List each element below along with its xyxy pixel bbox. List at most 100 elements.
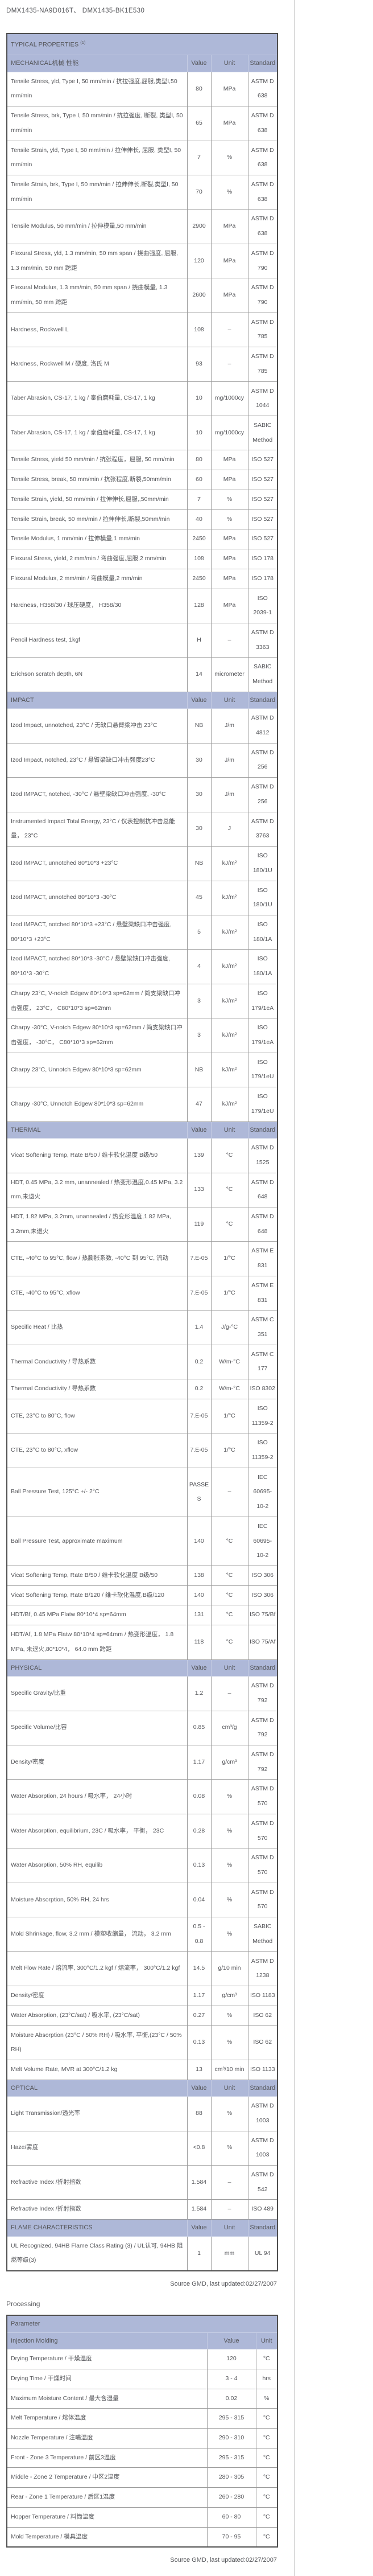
property-cell: HDT/Bf, 0.45 MPa Flatw 80*10*4 sp=64mm xyxy=(6,1605,188,1626)
table-row: Izod IMPACT, notched 80*10*3 +23°C / 悬壁梁… xyxy=(6,914,278,950)
section-header-row: PHYSICAL Value Unit Standard xyxy=(6,1659,278,1677)
standard-cell: ISO 178 xyxy=(247,568,278,589)
property-cell: Izod IMPACT, unnotched 80*10*3 +23°C xyxy=(6,846,188,881)
property-cell: Izod Impact, unnotched, 23°C / 无缺口悬臂梁冲击 … xyxy=(6,708,188,743)
unit-cell: °C xyxy=(255,2408,278,2429)
unit-cell: kJ/m² xyxy=(210,1052,248,1088)
property-cell: Izod IMPACT, notched, -30°C / 悬壁梁缺口冲击强度,… xyxy=(6,777,188,812)
unit-cell: °C xyxy=(255,2507,278,2528)
standard-cell: ASTM D 1525 xyxy=(247,1138,278,1173)
value-cell: 120 xyxy=(186,243,212,279)
standard-cell: ISO 179/1eU xyxy=(247,1087,278,1122)
table-row: Specific Heat / 比热 1.4 J/g-°C ASTM C 351 xyxy=(6,1310,278,1345)
value-cell: 30 xyxy=(186,742,212,778)
unit-cell: °C xyxy=(210,1566,248,1586)
standard-cell: ISO 180/1U xyxy=(247,880,278,915)
value-column-header: Value xyxy=(206,2332,256,2350)
standard-cell: ISO 11359-2 xyxy=(247,1398,278,1434)
value-cell: PASSES xyxy=(186,1467,212,1517)
value-cell: 14.5 xyxy=(186,1951,212,1987)
property-cell: Density/密度 xyxy=(6,1744,188,1780)
unit-cell: – xyxy=(210,1676,248,1711)
table-row: Hopper Temperature / 料筒温度 60 - 80 °C xyxy=(6,2507,278,2528)
unit-cell: W/m-°C xyxy=(210,1344,248,1380)
table-row: Water Absorption, (23°C/sat) / 吸水率, (23°… xyxy=(6,2005,278,2026)
table-row: Vicat Softening Temp, Rate B/50 / 维卡软化温度… xyxy=(6,1138,278,1173)
table-row: Tensile Strain, break, 50 mm/min / 拉伸伸长,… xyxy=(6,509,278,530)
section-header-row: OPTICAL Value Unit Standard xyxy=(6,2079,278,2097)
parameter-cell: Hopper Temperature / 料筒温度 xyxy=(6,2507,208,2528)
value-cell: 138 xyxy=(186,1566,212,1586)
column-header-unit: Unit xyxy=(210,2219,248,2237)
property-cell: Vicat Softening Temp, Rate B/120 / 维卡软化温… xyxy=(6,1585,188,1606)
standard-cell: ASTM D 1238 xyxy=(247,1951,278,1987)
unit-cell: g/cm³ xyxy=(210,1744,248,1780)
standard-cell: ISO 8302 xyxy=(247,1379,278,1399)
standard-cell: ISO 11359-2 xyxy=(247,1433,278,1468)
standard-cell: ISO 527 xyxy=(247,470,278,490)
unit-cell: MPa xyxy=(210,549,248,569)
value-cell: 1.17 xyxy=(186,1986,212,2006)
property-cell: Hardness, Rockwell M / 硬度, 洛氏 M xyxy=(6,347,188,382)
table-row: Tensile Strain, yld, Type I, 50 mm/min /… xyxy=(6,140,278,175)
table-row: Thermal Conductivity / 导热系数 0.2 W/m-°C ISO … xyxy=(6,1379,278,1399)
property-cell: Pencil Hardness test, 1kgf xyxy=(6,622,188,658)
typical-properties-body: TYPICAL PROPERTIES (1) MECHANICAL机械 性能 Va… xyxy=(6,33,278,2271)
unit-cell: J/m xyxy=(210,742,248,778)
standard-cell: ASTM D 792 xyxy=(247,1710,278,1746)
unit-cell: W/m-°C xyxy=(210,1379,248,1399)
standard-cell: ISO 180/1A xyxy=(247,914,278,950)
property-cell: Tensile Stress, brk, Type I, 50 mm/min /… xyxy=(6,106,188,141)
standard-cell: ASTM D 256 xyxy=(247,777,278,812)
property-cell: Flexural Modulus, 1.3 mm/min, 50 mm span… xyxy=(6,278,188,313)
value-cell: 280 - 305 xyxy=(206,2467,256,2488)
property-cell: Izod IMPACT, notched 80*10*3 -30°C / 悬壁梁… xyxy=(6,949,188,984)
unit-cell: hrs xyxy=(255,2368,278,2389)
table-row: Nozzle Temperature / 注嘴温度 290 - 310 °C xyxy=(6,2428,278,2448)
property-cell: Flexural Modulus, 2 mm/min / 弯曲模量,2 mm/m… xyxy=(6,568,188,589)
unit-cell: % xyxy=(210,2130,248,2166)
standard-cell: ISO 62 xyxy=(247,2025,278,2060)
parameter-cell: Maximum Moisture Content / 最大含湿量 xyxy=(6,2388,208,2409)
table-row: Flexural Modulus, 2 mm/min / 弯曲模量,2 mm/m… xyxy=(6,568,278,589)
unit-cell: 1/°C xyxy=(210,1241,248,1276)
standard-cell: ASTM D 792 xyxy=(247,1744,278,1780)
unit-cell: – xyxy=(210,2199,248,2220)
unit-cell: kJ/m² xyxy=(210,880,248,915)
property-cell: Tensile Stress, yield 50 mm/min / 抗张程度，屈… xyxy=(6,450,188,471)
table-row: Taber Abrasion, CS-17, 1 kg / 泰伯磨耗量, CS-… xyxy=(6,381,278,417)
property-cell: Tensile Modulus, 50 mm/min / 拉伸模量,50 mm/… xyxy=(6,209,188,244)
parameter-header-row: Parameter xyxy=(6,2315,278,2333)
source-note: Source GMD, last updated:02/27/2007 xyxy=(6,2281,277,2287)
property-cell: Izod IMPACT, unnotched 80*10*3 -30°C xyxy=(6,880,188,915)
unit-cell: °C xyxy=(255,2428,278,2448)
property-cell: Mold Shrinkage, flow, 3.2 mm / 模塑收缩量， 流动… xyxy=(6,1917,188,1952)
unit-cell: % xyxy=(255,2388,278,2409)
unit-cell: % xyxy=(210,2025,248,2060)
typical-properties-title-row: TYPICAL PROPERTIES (1) xyxy=(6,33,278,56)
value-cell: 7.E-05 xyxy=(186,1275,212,1311)
value-cell: 1.584 xyxy=(186,2199,212,2220)
standard-cell: ISO 75/Bf xyxy=(247,1605,278,1626)
parameter-cell: Melt Temperature / 熔体温度 xyxy=(6,2408,208,2429)
unit-cell: g/cm³ xyxy=(210,1986,248,2006)
unit-cell: °C xyxy=(210,1138,248,1173)
unit-cell: MPa xyxy=(210,106,248,141)
unit-cell: cm³/g xyxy=(210,1710,248,1746)
standard-cell: ASTM C 177 xyxy=(247,1344,278,1380)
value-cell: 40 xyxy=(186,509,212,530)
table-row: Tensile Stress, yield 50 mm/min / 抗张程度，屈… xyxy=(6,450,278,471)
unit-cell: °C xyxy=(255,2526,278,2548)
value-cell: 0.28 xyxy=(186,1813,212,1849)
value-cell: 0.2 xyxy=(186,1379,212,1399)
value-cell: 10 xyxy=(186,381,212,417)
unit-cell: MPa xyxy=(210,71,248,107)
page-title: DMX1435-NA9D016T、 DMX1435-BK1E530 xyxy=(6,6,373,15)
property-cell: Melt Flow Rate / 熔流率, 300°C/1.2 kgf / 熔流… xyxy=(6,1951,188,1987)
property-cell: Tensile Strain, yld, Type I, 50 mm/min /… xyxy=(6,140,188,175)
table-row: Light Transmission/透光率 88% ASTM D 1003 xyxy=(6,2096,278,2131)
unit-cell: J/g-°C xyxy=(210,1310,248,1345)
standard-cell: ASTM D 570 xyxy=(247,1848,278,1883)
property-cell: Water Absorption, equilibrium, 23C / 吸水率… xyxy=(6,1813,188,1849)
